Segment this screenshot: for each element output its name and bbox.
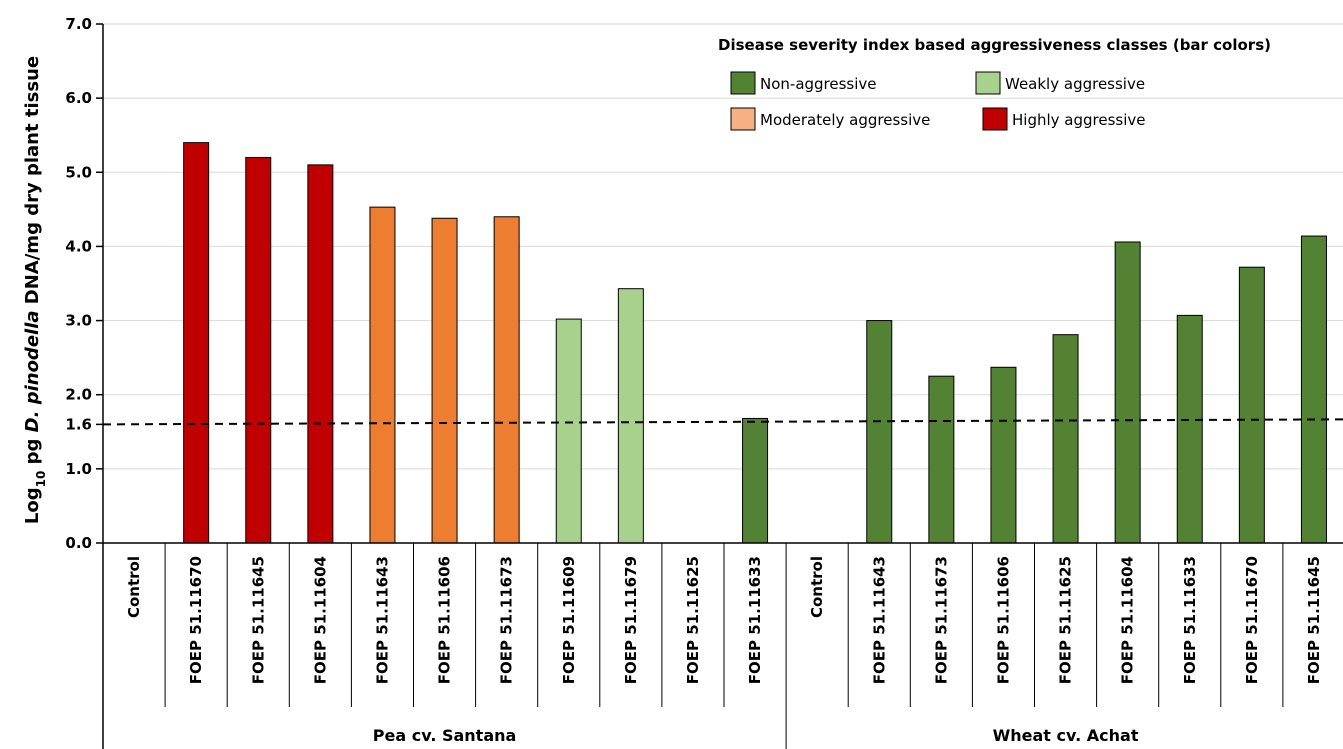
legend-label: Weakly aggressive [1005, 75, 1145, 93]
y-axis-label: Log10 pg D. pinodella DNA/mg dry plant t… [22, 56, 48, 524]
category-label: FOEP 51.11670 [1243, 556, 1261, 684]
bar [555, 318, 582, 544]
category-label: Control [125, 556, 143, 618]
bar [742, 417, 769, 544]
category-label: FOEP 51.11643 [870, 556, 888, 684]
y-tick-label: 1.0 [65, 460, 92, 478]
y-tick-label: 5.0 [65, 163, 92, 181]
category-label: FOEP 51.11633 [746, 556, 764, 684]
category-label: FOEP 51.11625 [684, 556, 702, 684]
category-label: FOEP 51.11673 [932, 556, 950, 684]
y-tick-label: 2.0 [65, 386, 92, 404]
category-label: FOEP 51.11609 [560, 556, 578, 684]
bar [307, 164, 334, 544]
bar [431, 217, 458, 544]
category-label: FOEP 51.11606 [436, 556, 454, 684]
bar [928, 375, 955, 544]
category-label: FOEP 51.11604 [311, 556, 329, 684]
category-label: FOEP 51.11633 [1181, 556, 1199, 684]
bar [369, 206, 396, 544]
category-label: FOEP 51.11625 [1057, 556, 1075, 684]
bar [245, 156, 272, 544]
threshold-line [102, 418, 1343, 426]
y-tick-labels: 0.0 1.0 1.6 2.0 3.0 4.0 5.0 6.0 7.0 [65, 15, 103, 552]
bar [1114, 241, 1141, 544]
bars [183, 142, 1327, 544]
category-label: FOEP 51.11673 [498, 556, 516, 684]
group-label: Wheat cv. Achat [993, 726, 1139, 745]
group-label: Pea cv. Santana [373, 726, 517, 745]
y-tick-label: 6.0 [65, 89, 92, 107]
bar [493, 216, 520, 544]
bar [183, 142, 210, 544]
gridlines [103, 23, 1343, 470]
y-tick-label: 1.6 [65, 415, 92, 433]
bar [1300, 235, 1327, 544]
legend-swatch [730, 71, 756, 95]
legend-label: Highly aggressive [1012, 111, 1146, 129]
y-axis-title-part: Log [22, 487, 43, 524]
category-label: FOEP 51.11643 [373, 556, 391, 684]
y-tick-label: 0.0 [65, 534, 92, 552]
y-tick-label: 3.0 [65, 312, 92, 330]
category-label: Control [808, 556, 826, 618]
legend-title: Disease severity index based aggressiven… [718, 36, 1271, 54]
bar [1176, 314, 1203, 544]
category-labels: Control FOEP 51.11670 FOEP 51.11645 FOEP 51… [125, 556, 1323, 684]
legend-swatch [730, 107, 756, 131]
category-label: FOEP 51.11604 [1119, 556, 1137, 684]
legend-swatch [975, 71, 1001, 95]
bar [1052, 334, 1079, 544]
category-label: FOEP 51.11645 [1305, 556, 1323, 684]
y-axis-title-part: DNA/mg dry plant tissue [22, 56, 43, 311]
legend: Disease severity index based aggressiven… [718, 36, 1271, 131]
group-labels: Pea cv. Santana Wheat cv. Achat [373, 726, 1139, 745]
legend-swatch [982, 107, 1008, 131]
category-label: FOEP 51.11606 [994, 556, 1012, 684]
legend-label: Non-aggressive [760, 75, 877, 93]
y-axis-title-subscript: 10 [34, 471, 48, 488]
legend-label: Moderately aggressive [760, 111, 930, 129]
category-label: FOEP 51.11670 [187, 556, 205, 684]
category-label: FOEP 51.11679 [622, 556, 640, 684]
y-tick-label: 4.0 [65, 237, 92, 255]
y-tick-label: 7.0 [65, 15, 92, 33]
y-axis-title: Log10 pg D. pinodella DNA/mg dry plant t… [22, 56, 48, 524]
bar [1238, 266, 1265, 544]
bar [990, 366, 1017, 544]
bar [617, 288, 644, 544]
y-axis-title-part: pg [22, 432, 43, 470]
axes [102, 24, 1343, 749]
category-label: FOEP 51.11645 [249, 556, 267, 684]
bar [866, 320, 893, 544]
y-axis-title-species: D. pinodella [22, 310, 43, 432]
